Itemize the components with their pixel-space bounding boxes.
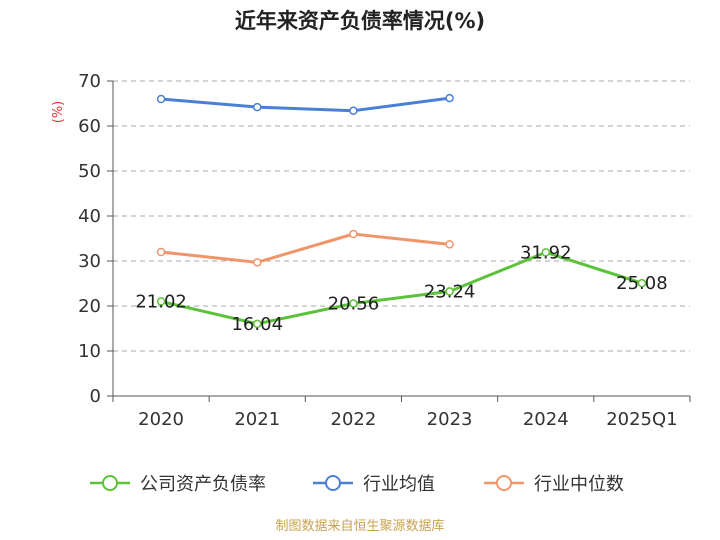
series-line [160, 232, 450, 264]
series-1 [156, 93, 454, 115]
axes [107, 80, 691, 402]
legend-marker [325, 475, 341, 491]
series-2 [156, 229, 454, 267]
data-label: 23.24 [424, 281, 476, 302]
legend-marker [102, 475, 118, 491]
x-tick-label: 2024 [523, 409, 569, 430]
series-line [160, 250, 643, 326]
legend-label: 行业均值 [363, 474, 435, 495]
legend[interactable]: 公司资产负债率 行业均值 行业中位数 [90, 474, 624, 495]
y-tick-label: 70 [78, 71, 101, 92]
data-point [253, 319, 262, 329]
x-tick-label: 2025Q1 [606, 409, 677, 430]
legend-item-0[interactable]: 公司资产负债率 [90, 474, 266, 495]
y-tick-label: 10 [78, 341, 101, 362]
data-point [156, 94, 166, 104]
data-point [637, 278, 647, 288]
data-point [445, 240, 454, 249]
x-tick-label: 2021 [234, 409, 280, 430]
series-0 [156, 248, 647, 329]
legend-marker [496, 475, 512, 491]
x-tick-label: 2020 [138, 409, 184, 430]
data-label: 25.08 [616, 273, 668, 294]
source-note: 制图数据来自恒生聚源数据库 [275, 518, 444, 534]
y-tick-label: 30 [78, 251, 101, 272]
x-tick-label: 2023 [427, 409, 473, 430]
data-label: 21.02 [135, 291, 187, 312]
legend-label: 公司资产负债率 [140, 474, 266, 495]
gridlines [113, 80, 690, 352]
data-point [349, 229, 358, 239]
data-point [156, 297, 166, 306]
y-tick-label: 20 [78, 296, 101, 317]
data-point [349, 106, 358, 115]
data-point [156, 247, 166, 257]
legend-item-1[interactable]: 行业均值 [313, 474, 435, 495]
y-axis-label: (%) [51, 101, 66, 124]
data-label: 20.56 [328, 293, 380, 314]
y-tick-label: 60 [78, 116, 101, 137]
legend-label: 行业中位数 [534, 474, 624, 495]
data-labels: 21.02 16.04 20.56 23.24 31.92 25.08 [135, 242, 667, 334]
series-group [156, 93, 647, 329]
y-tick-label: 0 [90, 386, 101, 407]
data-point [349, 299, 358, 308]
y-tick-labels: 0 10 20 30 40 50 60 70 [78, 71, 101, 407]
data-label: 16.04 [231, 314, 283, 335]
series-line [160, 96, 450, 113]
data-label: 31.92 [520, 242, 572, 263]
x-tick-label: 2022 [331, 409, 377, 430]
data-point [445, 287, 454, 296]
chart-title: 近年来资产负债率情况(%) [235, 9, 485, 33]
data-point [445, 93, 454, 103]
y-tick-label: 40 [78, 206, 101, 227]
y-tick-label: 50 [78, 161, 101, 182]
data-point [253, 102, 262, 112]
data-point [541, 248, 550, 257]
legend-item-2[interactable]: 行业中位数 [484, 474, 624, 495]
x-tick-labels: 2020 2021 2022 2023 2024 2025Q1 [138, 409, 677, 430]
data-point [253, 258, 262, 267]
